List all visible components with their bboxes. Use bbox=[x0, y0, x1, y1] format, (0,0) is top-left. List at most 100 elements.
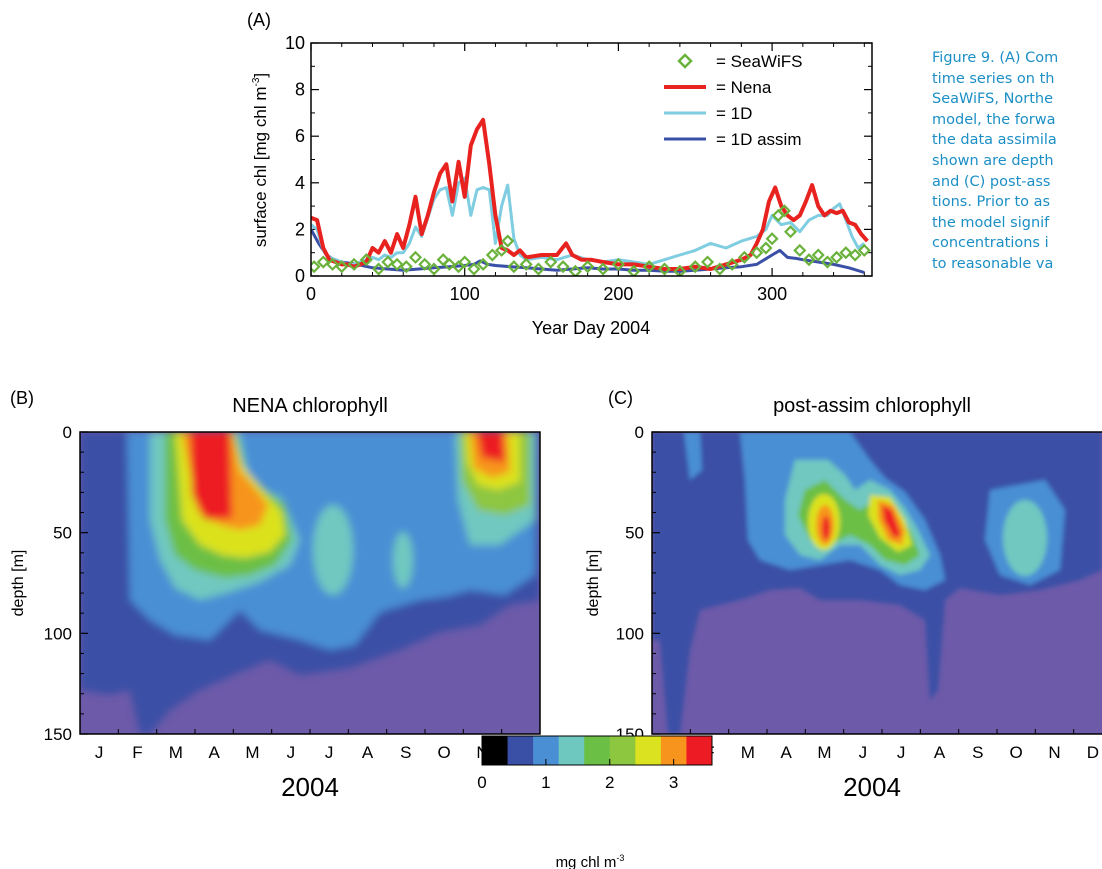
seawifs-point bbox=[642, 260, 656, 274]
legend-swatch bbox=[677, 53, 693, 69]
panel-b-field bbox=[80, 432, 540, 734]
caption-line: to reasonable va bbox=[932, 255, 1054, 272]
colorbar-cell bbox=[507, 736, 534, 765]
panel-b-title: NENA chlorophyll bbox=[232, 395, 388, 417]
seawifs-point bbox=[335, 260, 349, 274]
seawifs-point bbox=[495, 243, 509, 257]
month-tick-label: A bbox=[934, 743, 946, 762]
seawifs-point bbox=[531, 262, 546, 276]
panel-a: (A) 0 100 200 300 0 2 4 6 8 10 Year Day 2004 surf… bbox=[247, 10, 873, 338]
legend-label: = SeaWiFS bbox=[716, 52, 802, 71]
caption-line: the model signif bbox=[932, 214, 1050, 231]
y-tick-label: 10 bbox=[285, 33, 305, 53]
seawifs-point bbox=[750, 246, 764, 260]
caption-line: shown are depth bbox=[932, 152, 1054, 169]
caption-line: SeaWiFS, Northe bbox=[932, 91, 1054, 108]
seawifs-point bbox=[390, 257, 404, 271]
seawifs-point bbox=[830, 250, 844, 264]
seawifs-point bbox=[811, 248, 825, 262]
seawifs-point bbox=[783, 225, 798, 239]
month-tick-label: D bbox=[1087, 743, 1099, 762]
seawifs-point bbox=[418, 257, 432, 271]
y-tick-label: 150 bbox=[44, 725, 72, 744]
seawifs-point bbox=[544, 255, 558, 269]
seawifs-point bbox=[802, 253, 816, 267]
seawifs-point bbox=[688, 260, 702, 274]
panel-c-axes: 050100150JFMAMJJASOND bbox=[616, 423, 1099, 762]
seawifs-point bbox=[820, 255, 834, 269]
seawifs-point bbox=[627, 264, 641, 276]
y-tick-label: 50 bbox=[53, 524, 72, 543]
month-tick-label: J bbox=[859, 743, 868, 762]
month-tick-label: F bbox=[132, 743, 142, 762]
colorbar-cell bbox=[635, 736, 662, 765]
colorbar-cell bbox=[686, 736, 713, 765]
colorbar-ticks: 0 1 2 3 bbox=[477, 759, 678, 792]
colorbar: 0 1 2 3 mg chl m-3 bbox=[477, 735, 713, 869]
month-tick-label: A bbox=[780, 743, 792, 762]
x-tick-label: 200 bbox=[603, 284, 633, 304]
y-tick-label: 50 bbox=[625, 524, 644, 543]
colorbar-tick-label: 3 bbox=[669, 773, 678, 792]
seawifs-point bbox=[507, 260, 521, 274]
seawifs-point bbox=[519, 257, 533, 271]
seawifs-point bbox=[568, 264, 582, 276]
panel-c-field bbox=[652, 432, 1102, 734]
seawifs-point bbox=[777, 204, 791, 218]
seawifs-point bbox=[737, 250, 751, 264]
colorbar-cell bbox=[482, 736, 509, 765]
seawifs-point bbox=[759, 241, 773, 255]
seawifs-point bbox=[311, 260, 321, 274]
legend-label: = Nena bbox=[716, 78, 772, 97]
month-tick-label: N bbox=[1048, 743, 1060, 762]
seawifs-point bbox=[372, 262, 386, 276]
seawifs-point bbox=[347, 257, 361, 271]
seawifs-point bbox=[839, 246, 853, 260]
month-tick-label: A bbox=[362, 743, 374, 762]
caption-line: concentrations i bbox=[932, 235, 1049, 252]
seawifs-point bbox=[399, 260, 413, 274]
panel-b-ylabel: depth [m] bbox=[10, 550, 27, 617]
y-tick-label: 8 bbox=[295, 80, 305, 100]
x-tick-label: 300 bbox=[757, 284, 787, 304]
seawifs-point bbox=[556, 260, 570, 274]
panel-b-xlabel: 2004 bbox=[281, 772, 339, 802]
panel-a-frame bbox=[310, 42, 873, 277]
panel-c-title: post-assim chlorophyll bbox=[773, 395, 971, 417]
panel-a-label: (A) bbox=[247, 10, 271, 30]
y-tick-label: 6 bbox=[295, 126, 305, 146]
seawifs-point bbox=[596, 262, 610, 276]
month-tick-label: S bbox=[400, 743, 411, 762]
panel-c-xlabel: 2004 bbox=[843, 772, 901, 802]
y-tick-label: 100 bbox=[616, 624, 644, 643]
month-tick-label: M bbox=[741, 743, 755, 762]
month-tick-label: M bbox=[169, 743, 183, 762]
colorbar-frame bbox=[481, 735, 713, 766]
caption-line: and (C) post-ass bbox=[932, 173, 1051, 190]
colorbar-cell bbox=[584, 736, 611, 765]
panel-b: (B) NENA chlorophyll bbox=[10, 388, 541, 802]
month-tick-label: J bbox=[325, 743, 334, 762]
month-tick-label: O bbox=[438, 743, 451, 762]
panel-c-ylabel: depth [m] bbox=[585, 550, 602, 617]
colorbar-label: mg chl m-3 bbox=[556, 853, 625, 869]
seawifs-point bbox=[581, 260, 595, 274]
seawifs-point bbox=[442, 257, 456, 271]
panel-a-xlabel: Year Day 2004 bbox=[532, 318, 650, 338]
caption-line: the data assimila bbox=[932, 132, 1057, 149]
seawifs-point bbox=[316, 255, 330, 269]
month-tick-label: J bbox=[95, 743, 104, 762]
panel-a-series bbox=[311, 117, 871, 276]
seawifs-point bbox=[501, 234, 515, 248]
y-tick-label: 0 bbox=[635, 423, 644, 442]
seawifs-point bbox=[700, 255, 715, 269]
month-tick-label: M bbox=[817, 743, 831, 762]
seawifs-point bbox=[657, 262, 672, 276]
y-tick-label: 0 bbox=[295, 266, 305, 286]
seawifs-point bbox=[485, 248, 499, 262]
legend-item: = 1D assim bbox=[664, 130, 802, 149]
colorbar-cell bbox=[558, 736, 585, 765]
seawifs-point bbox=[467, 262, 481, 276]
panel-a-ylabel: surface chl [mg chl m-3] bbox=[251, 73, 270, 247]
